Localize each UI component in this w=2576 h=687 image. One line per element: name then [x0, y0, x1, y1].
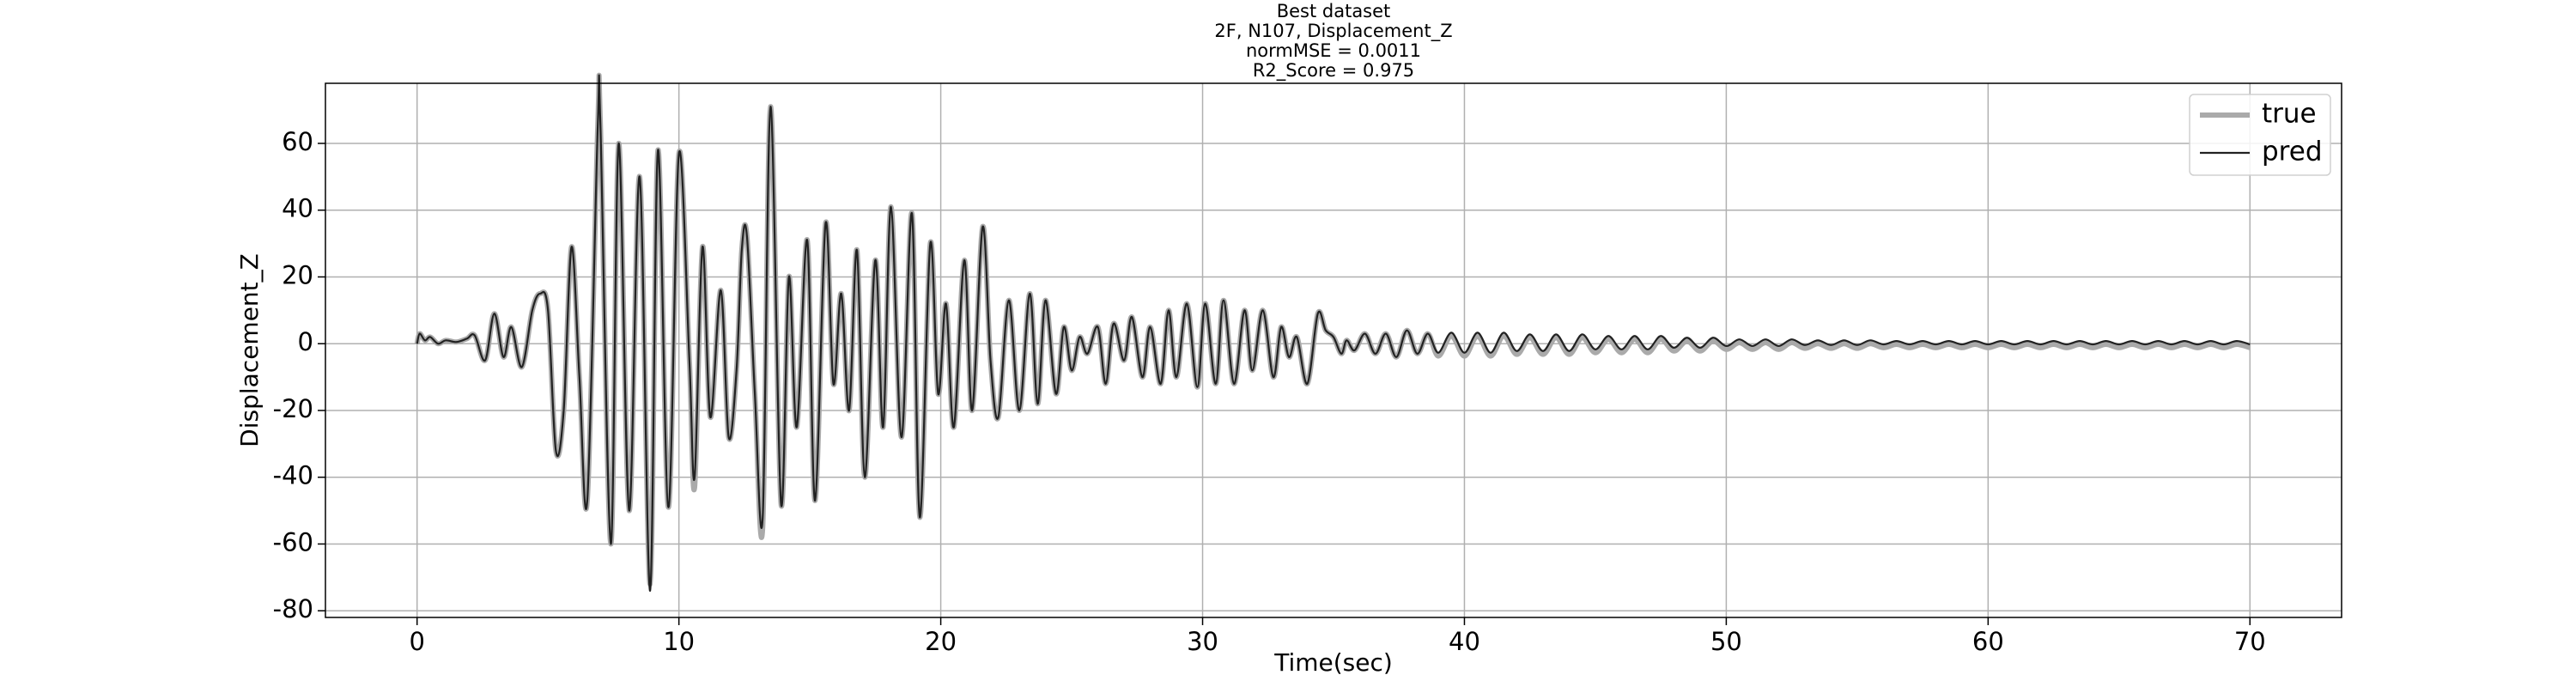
chart-subtitle: 2F, N107, Displacement_Z — [1214, 21, 1452, 42]
series-line — [414, 72, 2251, 587]
x-tick-label: 0 — [410, 627, 425, 656]
chart-subtitle: normMSE = 0.0011 — [1246, 40, 1421, 61]
x-tick-label: 50 — [1710, 627, 1742, 656]
plot-frame — [325, 82, 2342, 618]
x-tick-label: 20 — [925, 627, 957, 656]
x-tick-label: 70 — [2234, 627, 2266, 656]
x-tick-label: 30 — [1187, 627, 1218, 656]
series-line — [416, 74, 2251, 593]
chart-title: Best dataset — [1277, 1, 1391, 21]
y-tick-label: -60 — [273, 527, 313, 556]
legend-label: true — [2262, 99, 2317, 130]
y-tick-label: 40 — [282, 194, 313, 223]
chart-subtitle: R2_Score = 0.975 — [1253, 60, 1414, 82]
y-tick-label: -80 — [273, 594, 313, 623]
x-axis-label: Time(sec) — [1273, 648, 1393, 677]
y-tick-label: -20 — [273, 394, 313, 423]
y-tick-label: 20 — [282, 260, 313, 289]
x-tick-label: 60 — [1972, 627, 2004, 656]
y-axis-label: Displacement_Z — [235, 253, 264, 447]
legend-label: pred — [2262, 137, 2323, 167]
x-tick-label: 40 — [1449, 627, 1480, 656]
y-tick-label: -40 — [273, 461, 313, 490]
y-tick-label: 0 — [298, 327, 313, 356]
y-tick-label: 60 — [282, 127, 313, 156]
x-tick-label: 10 — [663, 627, 695, 656]
